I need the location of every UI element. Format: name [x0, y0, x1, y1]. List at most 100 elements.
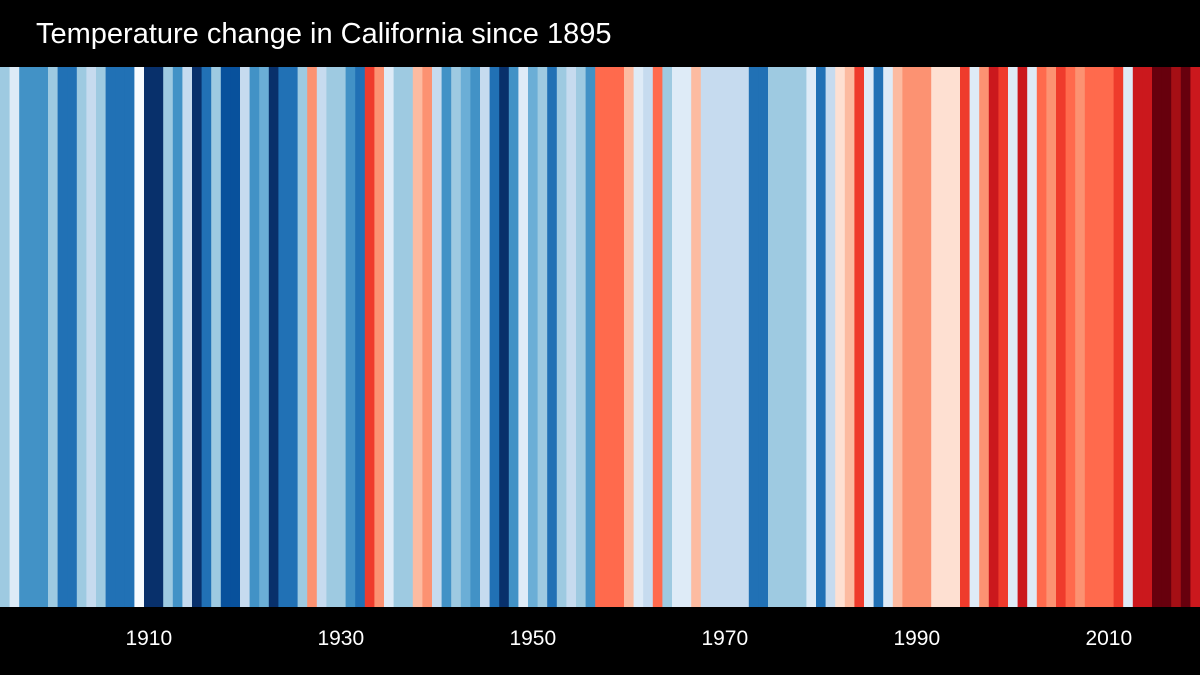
- stripe-1967: [691, 67, 702, 607]
- stripe-1998: [988, 67, 999, 607]
- stripe-1973: [748, 67, 759, 607]
- stripe-1917: [211, 67, 222, 607]
- stripe-1924: [278, 67, 289, 607]
- stripe-1964: [662, 67, 673, 607]
- stripe-1896: [9, 67, 20, 607]
- stripe-1948: [508, 67, 519, 607]
- stripe-2009: [1094, 67, 1105, 607]
- stripe-1983: [844, 67, 855, 607]
- stripe-1909: [134, 67, 145, 607]
- stripe-1994: [950, 67, 961, 607]
- stripe-1991: [921, 67, 932, 607]
- stripe-1971: [729, 67, 740, 607]
- stripe-1989: [902, 67, 913, 607]
- stripe-1944: [470, 67, 481, 607]
- stripe-2015: [1152, 67, 1163, 607]
- stripe-1951: [537, 67, 548, 607]
- stripe-1908: [124, 67, 135, 607]
- stripe-1957: [595, 67, 606, 607]
- stripe-1929: [326, 67, 337, 607]
- stripe-1915: [192, 67, 203, 607]
- stripe-1952: [547, 67, 558, 607]
- stripe-1959: [614, 67, 625, 607]
- stripe-1921: [249, 67, 260, 607]
- stripe-1927: [307, 67, 318, 607]
- stripe-1947: [499, 67, 510, 607]
- x-tick-label-1990: 1990: [893, 627, 940, 650]
- stripe-1900: [48, 67, 59, 607]
- stripe-1912: [163, 67, 174, 607]
- stripe-1922: [259, 67, 270, 607]
- stripe-1903: [76, 67, 87, 607]
- stripe-2011: [1113, 67, 1124, 607]
- stripe-1913: [172, 67, 183, 607]
- stripe-1943: [460, 67, 471, 607]
- stripe-1966: [681, 67, 692, 607]
- stripe-1918: [220, 67, 231, 607]
- stripes-group: [0, 67, 1200, 607]
- stripe-1958: [604, 67, 615, 607]
- stripe-1898: [28, 67, 39, 607]
- stripe-1988: [892, 67, 903, 607]
- stripe-2016: [1161, 67, 1172, 607]
- stripe-1987: [883, 67, 894, 607]
- stripe-2005: [1056, 67, 1067, 607]
- stripe-1979: [806, 67, 817, 607]
- x-tick-label-1970: 1970: [701, 627, 748, 650]
- stripe-1904: [86, 67, 97, 607]
- stripe-1934: [374, 67, 385, 607]
- stripe-2008: [1084, 67, 1095, 607]
- stripe-1968: [700, 67, 711, 607]
- stripe-2014: [1142, 67, 1153, 607]
- stripe-1953: [556, 67, 567, 607]
- stripe-1999: [998, 67, 1009, 607]
- stripe-1976: [777, 67, 788, 607]
- stripe-2018: [1180, 67, 1191, 607]
- stripe-1963: [652, 67, 663, 607]
- chart-title: Temperature change in California since 1…: [36, 18, 612, 50]
- stripe-1905: [96, 67, 107, 607]
- stripe-2001: [1017, 67, 1028, 607]
- stripe-2019: [1190, 67, 1200, 607]
- stripe-1992: [931, 67, 942, 607]
- stripe-1996: [969, 67, 980, 607]
- stripe-1986: [873, 67, 884, 607]
- stripe-1919: [230, 67, 241, 607]
- x-tick-label-1950: 1950: [509, 627, 556, 650]
- stripe-1942: [451, 67, 462, 607]
- stripe-1936: [393, 67, 404, 607]
- stripe-1950: [528, 67, 539, 607]
- stripe-1914: [182, 67, 193, 607]
- stripe-1906: [105, 67, 116, 607]
- stripe-1981: [825, 67, 836, 607]
- stripe-1895: [0, 67, 11, 607]
- stripe-1910: [144, 67, 155, 607]
- stripe-1970: [720, 67, 731, 607]
- stripe-2017: [1171, 67, 1182, 607]
- stripe-2004: [1046, 67, 1057, 607]
- stripe-1940: [432, 67, 443, 607]
- stripe-2006: [1065, 67, 1076, 607]
- stripe-1938: [412, 67, 423, 607]
- stripe-1945: [480, 67, 491, 607]
- stripe-1897: [19, 67, 30, 607]
- stripe-1980: [816, 67, 827, 607]
- stripe-1965: [672, 67, 683, 607]
- stripe-1949: [518, 67, 529, 607]
- stripe-1899: [38, 67, 49, 607]
- stripe-1931: [345, 67, 356, 607]
- stripe-1946: [489, 67, 500, 607]
- stripe-1985: [864, 67, 875, 607]
- stripe-1982: [835, 67, 846, 607]
- stripe-2007: [1075, 67, 1086, 607]
- stripe-1937: [403, 67, 414, 607]
- stripe-2013: [1132, 67, 1143, 607]
- stripe-2000: [1008, 67, 1019, 607]
- stripe-1935: [384, 67, 395, 607]
- stripe-1911: [153, 67, 164, 607]
- stripe-1975: [768, 67, 779, 607]
- x-tick-label-1910: 1910: [125, 627, 172, 650]
- stripe-1923: [268, 67, 279, 607]
- stripe-1902: [67, 67, 78, 607]
